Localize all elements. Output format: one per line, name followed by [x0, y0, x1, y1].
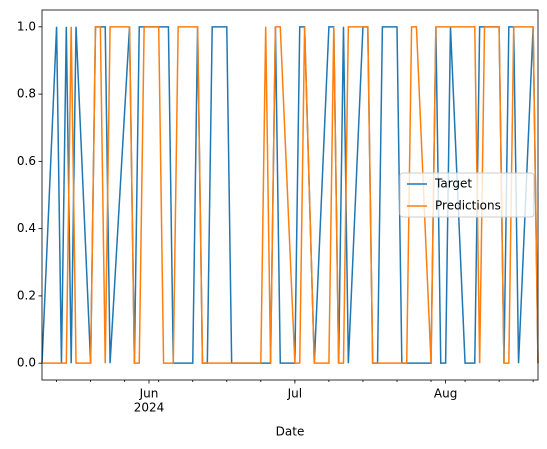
- x-axis-label: Date: [276, 425, 305, 439]
- y-tick-label: 0.0: [17, 356, 36, 370]
- y-tick-label: 0.4: [17, 221, 36, 235]
- axes-frame: [41, 9, 539, 381]
- series-line: [42, 26, 539, 364]
- legend: Target Predictions: [399, 172, 535, 218]
- legend-box: [399, 172, 535, 218]
- legend-label: Target: [434, 177, 472, 191]
- x-tick-label: Jul: [287, 387, 302, 401]
- legend-label: Predictions: [435, 199, 501, 213]
- x-tick-label: Aug: [434, 387, 457, 401]
- x-tick-label: Jun: [139, 387, 159, 401]
- y-tick-label: 0.8: [17, 87, 36, 101]
- y-tick-label: 0.6: [17, 154, 36, 168]
- y-tick-label: 0.2: [17, 288, 36, 302]
- y-tick-label: 1.0: [17, 19, 36, 33]
- x-year-label: 2024: [134, 401, 165, 415]
